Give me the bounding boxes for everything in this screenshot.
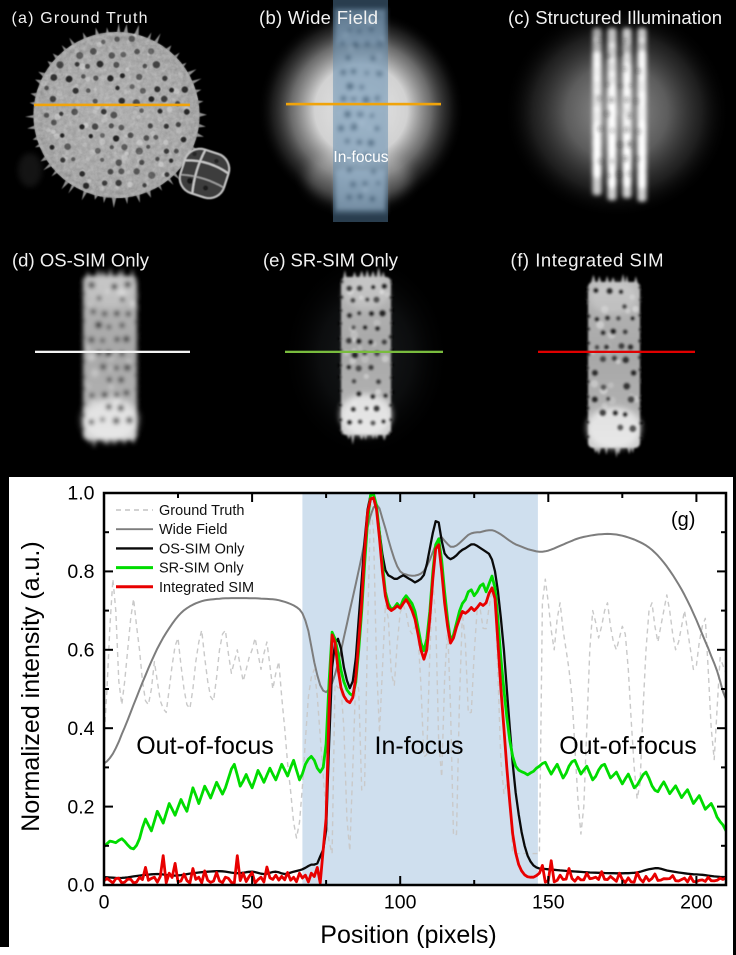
svg-text:0.8: 0.8 bbox=[67, 561, 94, 583]
svg-text:0.4: 0.4 bbox=[67, 718, 94, 740]
svg-text:(c) Structured Illumination: (c) Structured Illumination bbox=[508, 7, 722, 28]
svg-text:1.0: 1.0 bbox=[67, 483, 94, 505]
svg-text:Out-of-focus: Out-of-focus bbox=[136, 732, 274, 760]
svg-text:Out-of-focus: Out-of-focus bbox=[559, 732, 697, 760]
svg-text:150: 150 bbox=[532, 892, 565, 914]
svg-text:Ground Truth: Ground Truth bbox=[159, 503, 244, 519]
svg-text:0: 0 bbox=[99, 892, 110, 914]
svg-text:200: 200 bbox=[680, 892, 713, 914]
svg-text:(e) SR-SIM Only: (e) SR-SIM Only bbox=[263, 250, 399, 271]
svg-text:Position (pixels): Position (pixels) bbox=[320, 921, 496, 949]
svg-text:In-focus: In-focus bbox=[333, 149, 388, 166]
svg-text:OS-SIM Only: OS-SIM Only bbox=[159, 541, 245, 557]
svg-text:SR-SIM Only: SR-SIM Only bbox=[159, 561, 244, 577]
svg-text:(b) Wide Field: (b) Wide Field bbox=[259, 7, 378, 28]
svg-text:0.2: 0.2 bbox=[67, 796, 94, 818]
svg-text:Normalized intensity (a.u.): Normalized intensity (a.u.) bbox=[17, 541, 45, 831]
svg-text:In-focus: In-focus bbox=[375, 732, 464, 760]
svg-text:Wide Field: Wide Field bbox=[159, 522, 228, 538]
svg-text:0.6: 0.6 bbox=[67, 640, 94, 662]
svg-text:50: 50 bbox=[241, 892, 263, 914]
svg-text:100: 100 bbox=[384, 892, 417, 914]
svg-text:(g): (g) bbox=[671, 509, 695, 531]
svg-text:0.0: 0.0 bbox=[67, 875, 94, 897]
svg-text:Integrated SIM: Integrated SIM bbox=[159, 580, 254, 596]
svg-text:(d) OS-SIM Only: (d) OS-SIM Only bbox=[12, 250, 150, 271]
svg-text:(f) Integrated SIM: (f) Integrated SIM bbox=[511, 250, 664, 271]
